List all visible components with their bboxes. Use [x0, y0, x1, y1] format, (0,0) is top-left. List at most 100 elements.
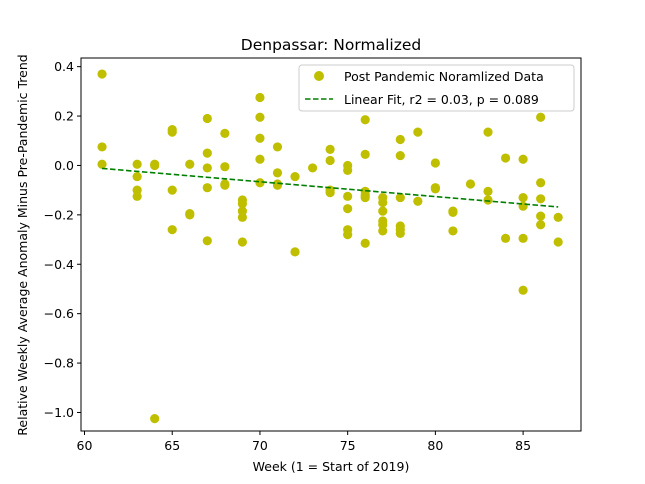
- data-point: [150, 159, 160, 169]
- x-tick-label: 80: [427, 438, 443, 453]
- data-point: [343, 191, 353, 201]
- plot-frame: [80, 57, 582, 432]
- data-point: [360, 238, 370, 248]
- y-tick-label: 0.2: [54, 109, 74, 124]
- data-point: [360, 149, 370, 159]
- data-point: [430, 184, 440, 194]
- legend: Post Pandemic Noramlized Data Linear Fit…: [298, 64, 575, 112]
- data-point: [167, 225, 177, 235]
- data-point: [360, 115, 370, 125]
- data-point: [202, 148, 212, 158]
- x-tick-label: 65: [164, 438, 180, 453]
- data-point: [536, 194, 546, 204]
- data-point: [202, 113, 212, 124]
- y-tick-label: −0.8: [44, 356, 74, 371]
- x-tick-label: 70: [252, 438, 268, 453]
- data-point: [343, 230, 353, 240]
- data-point: [518, 233, 528, 243]
- data-point: [97, 142, 107, 152]
- data-point: [483, 186, 493, 196]
- y-tick-label: −0.6: [44, 306, 74, 321]
- data-point: [343, 165, 353, 175]
- y-axis-label: Relative Weekly Average Anomaly Minus Pr…: [15, 54, 30, 435]
- data-point: [220, 180, 230, 190]
- y-tick-label: −0.2: [44, 207, 74, 222]
- data-point: [518, 285, 528, 295]
- data-point: [518, 192, 528, 203]
- data-point: [325, 188, 335, 198]
- data-point: [237, 199, 248, 209]
- data-point: [395, 134, 405, 145]
- data-point: [448, 207, 458, 217]
- data-point: [325, 155, 335, 166]
- plot-area: [97, 69, 563, 424]
- linear-fit-line: [101, 167, 559, 208]
- data-point: [167, 127, 177, 137]
- data-point: [553, 212, 563, 222]
- y-tick-label: 0.0: [54, 158, 74, 173]
- data-point: [378, 226, 388, 236]
- data-point: [150, 414, 160, 424]
- data-point: [360, 192, 370, 203]
- data-point: [202, 183, 212, 193]
- data-point: [536, 112, 546, 122]
- data-point: [500, 153, 511, 163]
- data-point: [255, 178, 265, 188]
- x-tick-label: 60: [77, 438, 93, 453]
- data-point: [465, 179, 476, 189]
- data-point: [395, 192, 405, 203]
- data-point: [185, 159, 195, 169]
- x-tick-label: 75: [340, 438, 356, 453]
- data-point: [378, 197, 388, 208]
- data-point: [430, 158, 440, 168]
- data-point: [185, 210, 195, 220]
- data-point: [97, 69, 107, 79]
- data-point: [343, 204, 353, 214]
- data-point: [290, 171, 300, 182]
- data-point: [448, 226, 458, 236]
- data-point: [500, 233, 511, 243]
- y-tick-label: −0.4: [44, 257, 74, 272]
- legend-scatter-label: Post Pandemic Noramlized Data: [344, 69, 544, 84]
- data-point: [483, 127, 493, 137]
- data-point: [536, 211, 546, 221]
- data-point: [167, 185, 177, 195]
- data-point: [553, 237, 563, 247]
- data-point: [518, 154, 528, 164]
- data-point: [536, 220, 546, 230]
- data-point: [237, 237, 248, 247]
- data-point: [202, 236, 212, 246]
- data-point: [325, 144, 335, 154]
- y-tick-label: −1.0: [44, 405, 74, 420]
- data-point: [272, 180, 283, 190]
- y-tick-label: 0.4: [54, 59, 74, 74]
- legend-scatter-marker: [314, 71, 324, 81]
- data-point: [307, 163, 318, 173]
- y-axis: −1.0 −0.8 −0.6 −0.4 −0.2 0.0 0.2 0.4: [44, 59, 81, 420]
- data-point: [255, 154, 265, 164]
- data-point: [255, 112, 265, 122]
- data-point: [413, 127, 423, 137]
- data-point: [272, 168, 283, 178]
- data-point: [290, 247, 300, 257]
- legend-fit-label: Linear Fit, r2 = 0.03, p = 0.089: [344, 92, 539, 107]
- data-point: [132, 191, 142, 201]
- x-tick-label: 85: [515, 438, 531, 453]
- data-point: [395, 228, 405, 238]
- data-point: [97, 159, 107, 169]
- data-point: [483, 195, 493, 205]
- data-point: [237, 212, 248, 222]
- x-axis-label: Week (1 = Start of 2019): [253, 459, 410, 474]
- data-point: [255, 133, 265, 143]
- legend-box: [298, 64, 575, 112]
- data-point: [378, 206, 388, 216]
- data-point: [132, 171, 142, 182]
- data-point: [202, 163, 212, 173]
- x-axis: 60 65 70 75 80 85: [77, 431, 531, 453]
- data-point: [255, 92, 265, 103]
- data-point: [395, 150, 405, 161]
- data-point: [272, 142, 283, 152]
- data-point: [220, 128, 230, 138]
- data-point: [220, 162, 230, 172]
